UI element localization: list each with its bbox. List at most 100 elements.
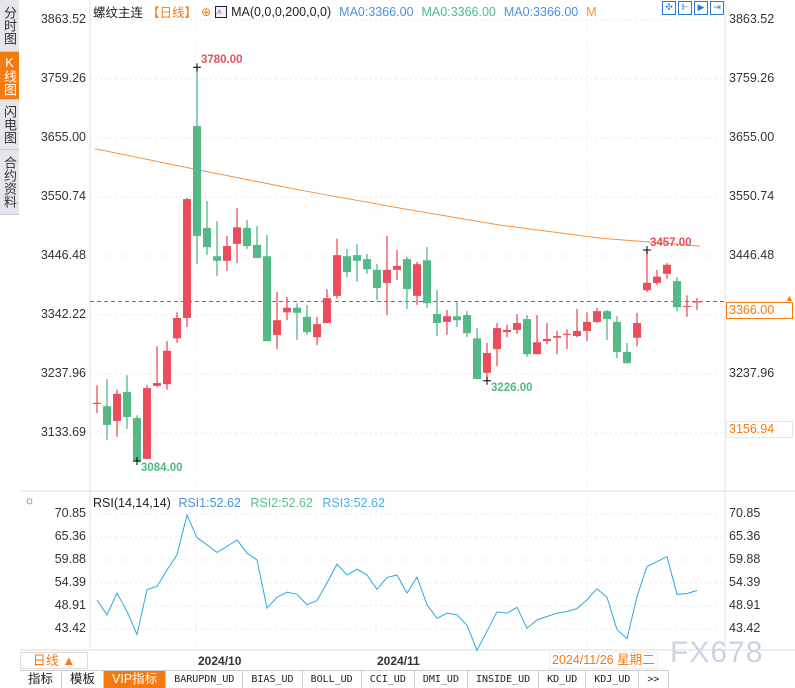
candle-body	[253, 244, 261, 258]
ma-value-3: MA0:3366.00	[503, 4, 579, 19]
candle-body	[403, 259, 411, 290]
rsi-tick-label: 70.85	[729, 506, 761, 520]
tab-dmi[interactable]: DMI_UD	[415, 671, 468, 688]
candle-body	[383, 269, 391, 283]
candle-body	[373, 269, 381, 288]
candle-body	[533, 342, 541, 355]
rsi-tick-label: 65.36	[54, 529, 86, 544]
indicator-chart-icon[interactable]: ⩘	[215, 5, 228, 18]
add-icon[interactable]: ⊕	[201, 4, 212, 19]
tab-inside[interactable]: INSIDE_UD	[468, 671, 540, 688]
symbol-name: 螺纹主连	[93, 6, 144, 20]
candle-body	[263, 256, 271, 342]
candle-body	[593, 311, 601, 322]
candle-body	[573, 330, 581, 337]
tab-cci[interactable]: CCI_UD	[362, 671, 415, 688]
period-button[interactable]: 日线 ▲	[20, 652, 88, 669]
tab-boll[interactable]: BOLL_UD	[303, 671, 362, 688]
candle-body	[463, 315, 471, 334]
rsi-tick-label: 43.42	[54, 621, 86, 635]
rsi-tick-label: 54.39	[54, 575, 86, 589]
grid	[90, 10, 725, 650]
candle-body	[213, 256, 221, 261]
sidebar-tab-flash[interactable]: 闪电图	[0, 100, 19, 150]
candle-body	[333, 255, 341, 296]
candle-body	[503, 329, 511, 333]
rsi-settings-icon[interactable]: ☼	[24, 493, 35, 507]
candle-body	[673, 281, 681, 308]
candle-body	[313, 324, 321, 338]
price-tick-label: 3550.74	[40, 188, 86, 203]
sidebar-tab-kline[interactable]: K线图	[0, 52, 19, 100]
candle-body	[553, 336, 561, 338]
candles	[93, 67, 701, 462]
current-date: 2024/11/26 星期二	[549, 652, 658, 669]
scroll-up-icon[interactable]: ▲	[785, 293, 794, 303]
play-right-icon[interactable]: ▶	[694, 1, 708, 15]
rsi-tick-label: 59.88	[729, 551, 761, 566]
candle-body	[653, 276, 661, 283]
candle-body	[693, 301, 701, 303]
candle-body	[613, 321, 621, 352]
candle-body	[393, 265, 401, 270]
candle-body	[683, 306, 691, 308]
candle-body	[583, 321, 591, 331]
candle-body	[423, 260, 431, 304]
tab-barupdn[interactable]: BARUPDN_UD	[166, 671, 244, 688]
price-tick-label: 3655.00	[729, 129, 775, 144]
tab-vip-indicators[interactable]: VIP指标	[104, 671, 167, 688]
period-label: 【日线】	[147, 6, 198, 20]
rsi-tick-label: 65.36	[729, 529, 761, 544]
tab-more[interactable]: >>	[639, 671, 670, 688]
extreme-marker	[193, 63, 201, 72]
price-tick-label: 3759.26	[729, 70, 775, 85]
price-tick-label: 3133.69	[40, 424, 86, 439]
candle-body	[663, 264, 671, 274]
tab-kdj[interactable]: KDJ_UD	[586, 671, 640, 688]
rsi3-value: RSI3:52.62	[322, 496, 385, 510]
tab-indicators[interactable]: 指标	[20, 671, 63, 688]
candle-body	[303, 316, 311, 333]
sidebar-tab-timeshare[interactable]: 分时图	[0, 0, 19, 52]
extreme-marker	[133, 457, 141, 466]
candle-body	[453, 316, 461, 321]
tab-bias[interactable]: BIAS_UD	[243, 671, 303, 688]
candle-body	[123, 392, 131, 417]
candle-body	[443, 316, 451, 322]
date-label-oct: 2024/10	[198, 654, 242, 668]
rsi-tick-label: 54.39	[729, 575, 761, 589]
rsi1-line	[96, 513, 698, 652]
candle-body	[483, 353, 491, 373]
ma-value-2: MA0:3366.00	[421, 4, 496, 19]
candle-body	[103, 406, 111, 425]
indicator-tabs: 指标 模板 VIP指标 BARUPDN_UD BIAS_UD BOLL_UD C…	[20, 670, 670, 688]
view-sidebar: 分时图 K线图 闪电图 合约资料	[0, 0, 19, 215]
crosshair-icon[interactable]: ✣	[662, 1, 676, 15]
rsi-tick-label: 43.42	[729, 621, 761, 635]
sidebar-tab-contract-info[interactable]: 合约资料	[0, 150, 19, 215]
tab-templates[interactable]: 模板	[62, 671, 105, 688]
extreme-marker	[643, 246, 651, 255]
candle-body	[623, 351, 631, 364]
fit-left-icon[interactable]: ⊩	[678, 1, 692, 15]
ma-value-4: M	[586, 4, 597, 19]
price-tick-label: 3863.52	[729, 12, 775, 26]
price-tick-label: 3863.52	[40, 12, 86, 26]
candle-body	[643, 282, 651, 291]
price-tick-label: 3655.00	[40, 129, 86, 144]
rsi-tick-label: 48.91	[54, 597, 86, 612]
candle-body	[193, 126, 201, 236]
indicator-name[interactable]: MA(0,0,0,200,0,0)	[231, 4, 332, 19]
rsi-tick-label: 59.88	[54, 551, 86, 566]
candle-body	[513, 323, 521, 330]
candle-body	[343, 256, 351, 273]
jump-latest-icon[interactable]: ⇥	[710, 1, 724, 15]
candle-body	[563, 333, 571, 335]
low-price-badge: 3156.94	[726, 421, 793, 438]
ma-value-1: MA0:3366.00	[339, 4, 414, 19]
candle-body	[273, 320, 281, 335]
extreme-marker	[483, 376, 491, 385]
price-tick-label: 3550.74	[729, 188, 775, 203]
tab-kd[interactable]: KD_UD	[539, 671, 587, 688]
